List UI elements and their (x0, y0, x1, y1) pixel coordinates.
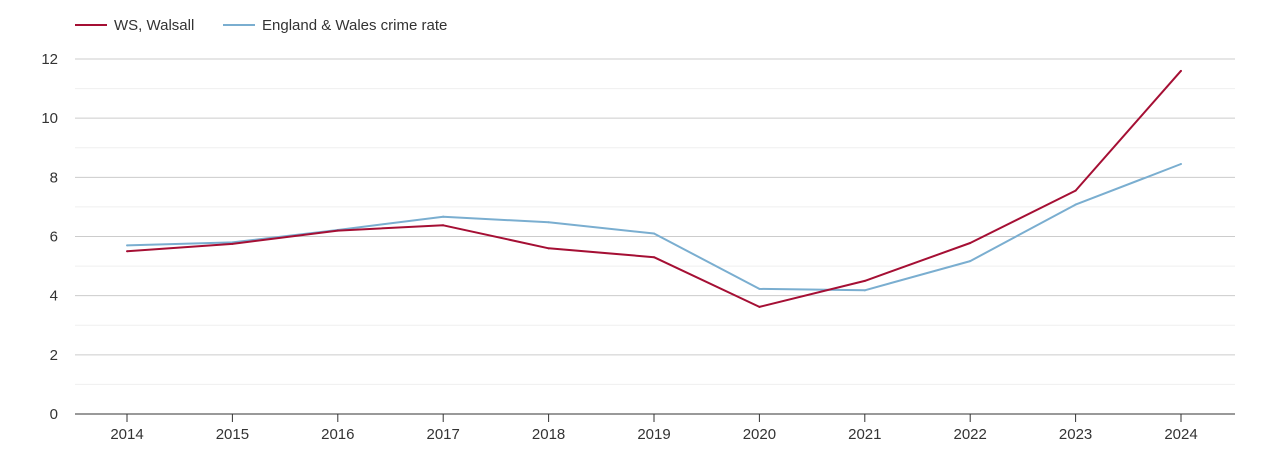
data-point-england-wales[interactable] (547, 221, 550, 224)
series-lines (126, 69, 1182, 308)
legend: WS, Walsall England & Wales crime rate (75, 17, 447, 34)
series-line-walsall[interactable] (126, 70, 1182, 308)
y-tick-label: 0 (50, 406, 58, 423)
data-point-walsall[interactable] (969, 242, 972, 245)
x-tick-label: 2015 (216, 426, 249, 443)
legend-item-walsall[interactable]: WS, Walsall (75, 17, 194, 34)
legend-label-walsall: WS, Walsall (114, 17, 194, 34)
data-point-walsall[interactable] (653, 256, 655, 259)
x-tick-label: 2016 (321, 426, 354, 443)
y-tick-label: 4 (50, 288, 58, 305)
data-point-walsall[interactable] (231, 242, 234, 245)
data-point-england-wales[interactable] (126, 244, 128, 247)
data-point-england-wales[interactable] (863, 289, 866, 292)
y-tick-label: 12 (41, 51, 58, 68)
grid (75, 58, 1235, 415)
data-point-walsall[interactable] (547, 247, 550, 250)
y-tick-label: 10 (41, 110, 58, 127)
series-line-england-wales[interactable] (126, 163, 1182, 292)
x-tick-label: 2022 (954, 426, 987, 443)
y-tick-label: 6 (50, 229, 58, 246)
data-point-walsall[interactable] (863, 279, 866, 282)
legend-label-england-wales: England & Wales crime rate (262, 17, 447, 34)
y-tick-label: 8 (50, 169, 58, 186)
x-tick-label: 2023 (1059, 426, 1092, 443)
y-axis: 0 2 4 6 8 10 12 (41, 51, 58, 423)
x-tick-label: 2020 (743, 426, 776, 443)
x-axis: 2014 2015 2016 2017 2018 2019 2020 2021 2022 2023… (110, 414, 1198, 443)
data-point-england-wales[interactable] (1180, 163, 1182, 166)
data-point-england-wales[interactable] (969, 260, 972, 263)
data-point-england-wales[interactable] (1074, 203, 1077, 206)
x-tick-label: 2024 (1164, 426, 1197, 443)
data-point-england-wales[interactable] (758, 287, 761, 290)
data-point-walsall[interactable] (126, 250, 128, 253)
x-tick-label: 2021 (848, 426, 881, 443)
data-point-walsall[interactable] (758, 305, 761, 308)
x-tick-label: 2019 (637, 426, 670, 443)
data-point-walsall[interactable] (336, 229, 339, 232)
data-point-england-wales[interactable] (653, 232, 655, 235)
data-point-england-wales[interactable] (442, 215, 445, 218)
x-tick-label: 2018 (532, 426, 565, 443)
legend-item-england-wales[interactable]: England & Wales crime rate (223, 17, 447, 34)
x-tick-label: 2014 (110, 426, 143, 443)
data-point-walsall[interactable] (1180, 69, 1182, 72)
data-point-walsall[interactable] (442, 224, 445, 227)
data-point-walsall[interactable] (1074, 189, 1077, 192)
y-tick-label: 2 (50, 347, 58, 364)
x-tick-label: 2017 (427, 426, 460, 443)
